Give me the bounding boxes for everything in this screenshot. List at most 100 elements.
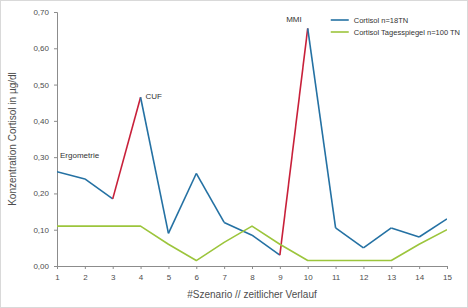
tick-mark	[85, 266, 86, 269]
tick-mark	[391, 266, 392, 269]
tick-mark	[363, 266, 364, 269]
tick-mark	[54, 121, 57, 122]
line-segment	[308, 28, 336, 228]
tick: 5	[167, 266, 172, 282]
line	[57, 226, 447, 260]
y-axis-title: Konzentration Cortisol in µg/dl	[7, 72, 18, 206]
tick-label: 8	[250, 273, 255, 282]
tick: 2	[83, 266, 88, 282]
tick-label: 3	[111, 273, 116, 282]
tick: 0,70	[33, 8, 57, 17]
line-segment	[113, 97, 141, 199]
annotation: MMI	[286, 15, 302, 24]
tick-mark	[168, 266, 169, 269]
tick-label: 2	[83, 273, 88, 282]
tick-label: 0,50	[33, 81, 49, 90]
line-segment	[336, 228, 364, 248]
x-axis-title: #Szenario // zeitlicher Verlauf	[187, 289, 317, 300]
series-group	[57, 28, 447, 260]
tick-label: 0,00	[33, 262, 49, 271]
tick-label: 13	[387, 273, 396, 282]
line-segment	[280, 28, 308, 255]
line-segment	[196, 173, 224, 222]
line-segment	[419, 219, 447, 237]
tick-mark	[196, 266, 197, 269]
line-segment	[252, 235, 280, 255]
tick-mark	[54, 157, 57, 158]
legend-label: Cortisol n=18TN	[354, 16, 408, 25]
tick-mark	[308, 266, 309, 269]
line-segment	[141, 97, 169, 233]
tick-label: 11	[332, 273, 341, 282]
tick-mark	[252, 266, 253, 269]
tick-label: 1	[55, 273, 60, 282]
tick-label: 14	[415, 273, 424, 282]
tick: 1	[55, 266, 60, 282]
tick-label: 9	[278, 273, 283, 282]
tick: 9	[278, 266, 283, 282]
tick-label: 15	[443, 273, 452, 282]
tick-mark	[447, 266, 448, 269]
tick: 14	[415, 266, 424, 282]
tick: 13	[387, 266, 396, 282]
tick: 0,50	[33, 81, 57, 90]
tick: 0,10	[33, 226, 57, 235]
x-axis: 123456789101112131415	[55, 266, 452, 282]
tick-mark	[54, 48, 57, 49]
tick: 0,30	[33, 153, 57, 162]
tick: 10	[304, 266, 313, 282]
tick-label: 0,30	[33, 153, 49, 162]
tick-mark	[54, 193, 57, 194]
tick-label: 0,60	[33, 44, 49, 53]
tick: 15	[443, 266, 452, 282]
line-segment	[57, 172, 85, 179]
line-segment	[363, 228, 391, 248]
line-segment	[391, 228, 419, 237]
legend-item: Cortisol n=18TN	[331, 16, 408, 25]
line-segment	[85, 179, 113, 199]
tick-label: 6	[195, 273, 200, 282]
tick-mark	[54, 230, 57, 231]
chart: 1234567891011121314150,000,100,200,300,4…	[0, 0, 468, 308]
tick-label: 12	[359, 273, 368, 282]
tick-label: 0,10	[33, 226, 49, 235]
tick-mark	[336, 266, 337, 269]
frame	[1, 1, 468, 308]
annotation: Ergometrie	[60, 151, 100, 160]
tick: 0,40	[33, 117, 57, 126]
tick-mark	[54, 12, 57, 13]
tick-mark	[54, 85, 57, 86]
tick: 0,20	[33, 189, 57, 198]
tick-mark	[113, 266, 114, 269]
plot: 1234567891011121314150,000,100,200,300,4…	[33, 8, 452, 282]
tick-mark	[280, 266, 281, 269]
tick-mark	[419, 266, 420, 269]
tick: 6	[195, 266, 200, 282]
annotation: CUF	[146, 92, 163, 101]
tick: 7	[222, 266, 227, 282]
legend: Cortisol n=18TN Cortisol Tagesspiegel n=1…	[331, 16, 460, 37]
tick-label: 0,40	[33, 117, 49, 126]
tick: 0,00	[33, 262, 57, 271]
tick-mark	[224, 266, 225, 269]
tick: 3	[111, 266, 116, 282]
tick: 11	[332, 266, 341, 282]
axis-line	[58, 267, 448, 270]
axis-line	[54, 13, 58, 267]
tick-label: 4	[139, 273, 144, 282]
tick-label: 5	[167, 273, 172, 282]
legend-swatch	[331, 19, 349, 21]
tick-mark	[54, 266, 57, 267]
legend-label: Cortisol Tagesspiegel n=100 TN	[354, 28, 460, 37]
tick-label: 10	[304, 273, 313, 282]
tick: 4	[139, 266, 144, 282]
tick-label: 0,70	[33, 8, 49, 17]
tick-label: 0,20	[33, 189, 49, 198]
line-segment	[168, 173, 196, 233]
tick: 8	[250, 266, 255, 282]
tick: 12	[359, 266, 368, 282]
legend-item: Cortisol Tagesspiegel n=100 TN	[331, 28, 460, 37]
tick-label: 7	[222, 273, 227, 282]
legend-swatch	[331, 31, 349, 33]
y-axis: 0,00 0,10 0,20 0,30 0,40 0,50 0,60 0,70	[33, 8, 57, 271]
